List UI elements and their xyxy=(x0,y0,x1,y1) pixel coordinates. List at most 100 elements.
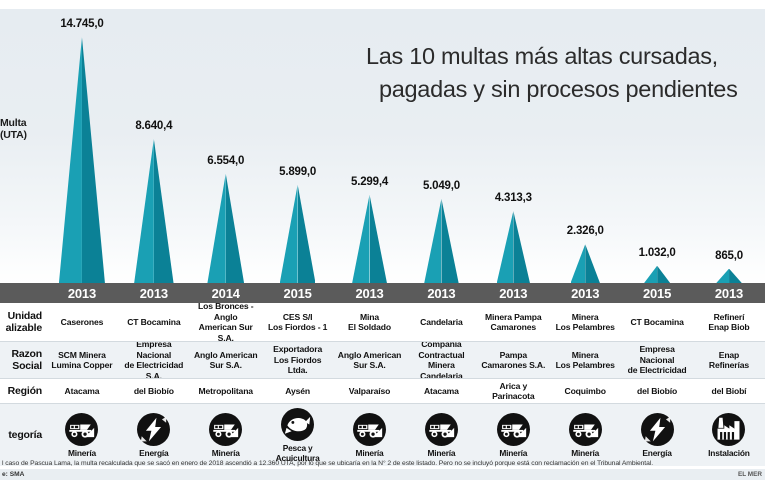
cell-unidad-fiscalizable: CES S/I Los Fiordos - 1 xyxy=(262,303,334,341)
y-axis-label-line1: Multa xyxy=(0,117,27,129)
cell-year: 2015 xyxy=(283,285,312,301)
bar-value-label: 14.745,0 xyxy=(60,18,104,30)
row-label-unidad-fiscalizable: Unidad alizable xyxy=(0,303,46,341)
cell-unidad-fiscalizable: Mina El Soldado xyxy=(334,303,406,341)
cone-right-face xyxy=(585,244,600,283)
row-label-razon-line1: Razon xyxy=(11,348,42,360)
cell-razon-line2: Los Pelambres xyxy=(555,360,615,370)
cone-bar xyxy=(134,138,174,283)
cone-right-face xyxy=(729,268,742,283)
table-row-razon-social: Razon Social SCM Minera Lumina Copper Empr… xyxy=(0,342,765,378)
row-label-unidad-line2: alizable xyxy=(5,322,43,334)
cell-categoria: Minería xyxy=(334,404,406,466)
cell-unidad-line1: Minera Pampa xyxy=(485,311,542,322)
cell-razon-line1: Exportadora xyxy=(273,344,323,355)
cone-shape xyxy=(134,138,174,283)
cone-left-face xyxy=(496,211,514,283)
cell-razon-line2: de Electricidad S.A. xyxy=(124,360,184,378)
cell-razon-line1: Anglo American xyxy=(337,349,402,360)
table-row-year: 2013 2013 2014 2015 2013 2013 2013 2013 2015 2013 xyxy=(0,283,765,303)
cell-razon-social: SCM Minera Lumina Copper xyxy=(46,342,118,378)
cell-unidad-fiscalizable: Refinerí Enap Biob xyxy=(693,303,765,341)
cell-categoria-label: Minería xyxy=(427,447,456,458)
cone-left-face xyxy=(716,268,730,283)
cell-razon-social: Exportadora Los Fiordos Ltda. xyxy=(262,342,334,378)
mining-truck-icon xyxy=(568,412,602,446)
cell-razon-line2: Camarones S.A. xyxy=(481,360,546,370)
source-label: e: SMA xyxy=(0,469,765,480)
publisher-credit: EL MER xyxy=(737,471,762,478)
y-axis-label-line2: (UTA) xyxy=(0,129,27,141)
footnote: l caso de Pascua Lama, la multa recalcul… xyxy=(2,460,653,467)
mining-truck-icon xyxy=(424,412,458,446)
cell-categoria-label: Pesca y Acuicultura xyxy=(275,442,320,463)
bar-value-label: 6.554,0 xyxy=(207,154,245,167)
top-white-strip xyxy=(0,0,765,9)
cell-unidad-line1: Candelaria xyxy=(420,316,463,327)
cell-razon-social: Compañía Contractual Minera Candelaria xyxy=(405,342,477,378)
cone-right-face xyxy=(513,211,530,283)
factory-icon xyxy=(712,412,746,446)
bar-value-label: 2.326,0 xyxy=(566,225,604,238)
page-title-line1: Las 10 multas más altas cursadas, xyxy=(366,43,718,69)
row-label-razon-social: Razon Social xyxy=(0,342,46,378)
cone-right-face xyxy=(441,198,459,283)
bar-value-label: 5.899,0 xyxy=(279,165,317,178)
cell-razon-line2: Los Fiordos Ltda. xyxy=(273,354,322,376)
cone-bar xyxy=(352,194,387,283)
region-cells: Atacama del Biobío Metropolitana Aysén Valpa… xyxy=(46,379,765,403)
cell-unidad-fiscalizable: Minera Los Pelambres xyxy=(549,303,621,341)
cell-razon-line2: Lumina Copper xyxy=(51,360,113,370)
bottom-white-strip xyxy=(0,480,765,500)
cell-year: 2013 xyxy=(499,285,528,301)
cell-year: 2015 xyxy=(643,285,672,301)
cone-left-face xyxy=(134,138,154,283)
cone-left-face xyxy=(644,265,658,283)
mining-truck-icon xyxy=(353,412,386,446)
cone-shape xyxy=(496,211,530,283)
categoria-cells: Minería Energía Minería xyxy=(46,404,765,466)
chart-area: Multa (UTA) xyxy=(0,9,765,283)
cell-categoria: Minería xyxy=(477,404,549,466)
cell-razon-line1: Empresa Nacional xyxy=(639,344,675,365)
cell-unidad-line1: Los Bronces - Anglo xyxy=(198,303,254,322)
row-label-razon-line2: Social xyxy=(12,360,42,372)
cone-bar xyxy=(496,211,530,283)
cell-unidad-line2: El Soldado xyxy=(348,322,391,332)
cone-right-face xyxy=(657,265,671,283)
cone-right-face xyxy=(153,138,174,283)
cell-categoria: Energía xyxy=(621,404,693,466)
cell-region: Coquimbo xyxy=(564,385,606,396)
cell-razon-line1: Enap xyxy=(718,349,740,360)
cell-razon-line1: Empresa Nacional xyxy=(136,342,172,360)
cell-unidad-line2: Los Fiordos - 1 xyxy=(267,322,328,332)
cell-unidad-line2: Camarones xyxy=(490,322,537,332)
page-title-line2: pagadas y sin procesos pendientes xyxy=(379,76,738,102)
table-row-categoria: tegoría Minería Energía xyxy=(0,404,765,466)
cell-unidad-line1: Refinerí xyxy=(713,311,745,322)
cell-region: del Biobío xyxy=(637,385,678,396)
cell-razon-line2: Sur S.A. xyxy=(353,360,386,370)
cell-unidad-fiscalizable: Los Bronces - Anglo American Sur S.A. xyxy=(190,303,262,341)
cell-categoria-label: Minería xyxy=(67,447,96,458)
cell-year: 2013 xyxy=(427,285,456,301)
cell-unidad-line1: CES S/I xyxy=(282,311,313,322)
cell-categoria-label: Minería xyxy=(571,447,600,458)
unidad-cells: Caserones CT Bocamina Los Bronces - Anglo A… xyxy=(46,303,765,341)
cell-categoria-label: Energía xyxy=(139,447,169,458)
cell-region: Atacama xyxy=(424,385,459,396)
cell-categoria-label: Instalación xyxy=(708,447,750,458)
cell-razon-social: Enap Refinerías xyxy=(693,342,765,378)
cell-unidad-fiscalizable: CT Bocamina xyxy=(621,303,693,341)
mining-truck-icon xyxy=(209,412,243,446)
row-divider-2 xyxy=(0,378,765,379)
bar-value-label: 865,0 xyxy=(715,249,743,262)
cell-region: Metropolitana xyxy=(198,385,254,396)
cell-unidad-line2: American Sur S.A. xyxy=(198,322,253,341)
cone-left-face xyxy=(207,173,226,283)
cell-razon-line2: Refinerías xyxy=(708,360,749,370)
cell-razon-line2: de Electricidad xyxy=(627,365,687,376)
cell-categoria-label: Minería xyxy=(499,447,528,458)
cell-razon-line1: Pampa xyxy=(499,349,528,360)
cone-shape xyxy=(716,268,742,283)
